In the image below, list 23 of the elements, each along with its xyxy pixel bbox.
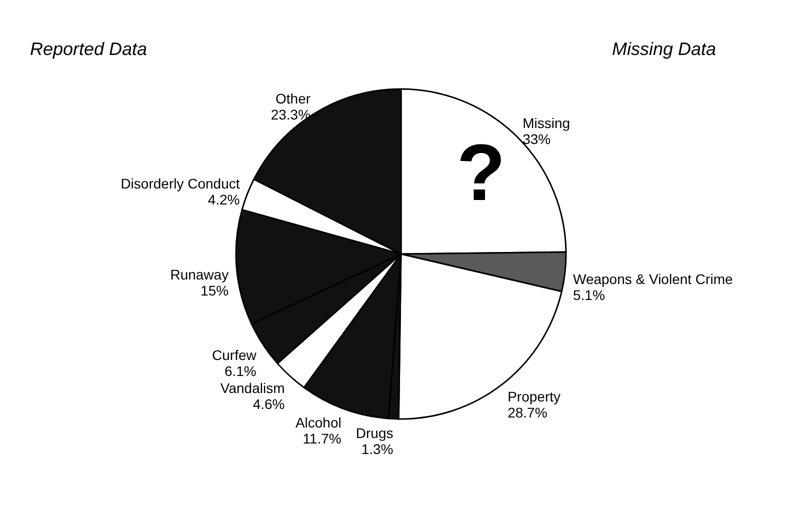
slice-label: Runaway xyxy=(170,266,229,282)
slice-label: Drugs xyxy=(356,424,394,441)
slice-label: Other xyxy=(276,90,311,107)
slice-label: Alcohol xyxy=(295,414,342,430)
slice-label: Property xyxy=(508,388,561,404)
text: Missing Data xyxy=(612,39,716,59)
data-label: 15% xyxy=(200,282,229,298)
data-label: 6.1% xyxy=(224,362,256,379)
data-label: 23.3% xyxy=(270,106,311,123)
slice-label: Vandalism xyxy=(220,380,285,396)
text: ? xyxy=(456,128,506,217)
slice-label: Missing xyxy=(522,114,570,131)
data-label: 11.7% xyxy=(302,430,342,446)
data-label: 4.6% xyxy=(252,396,285,412)
data-label: 4.2% xyxy=(208,191,240,208)
text: Reported Data xyxy=(30,39,148,59)
slice-label: Curfew xyxy=(212,346,258,363)
data-label: 33% xyxy=(522,130,551,147)
slice-label: Disorderly Conduct xyxy=(120,175,240,192)
data-label: 5.1% xyxy=(572,286,605,303)
slice-label: Weapons & Violent Crime xyxy=(572,270,733,287)
data-label: 28.7% xyxy=(508,404,548,420)
data-label: 1.3% xyxy=(361,440,394,457)
